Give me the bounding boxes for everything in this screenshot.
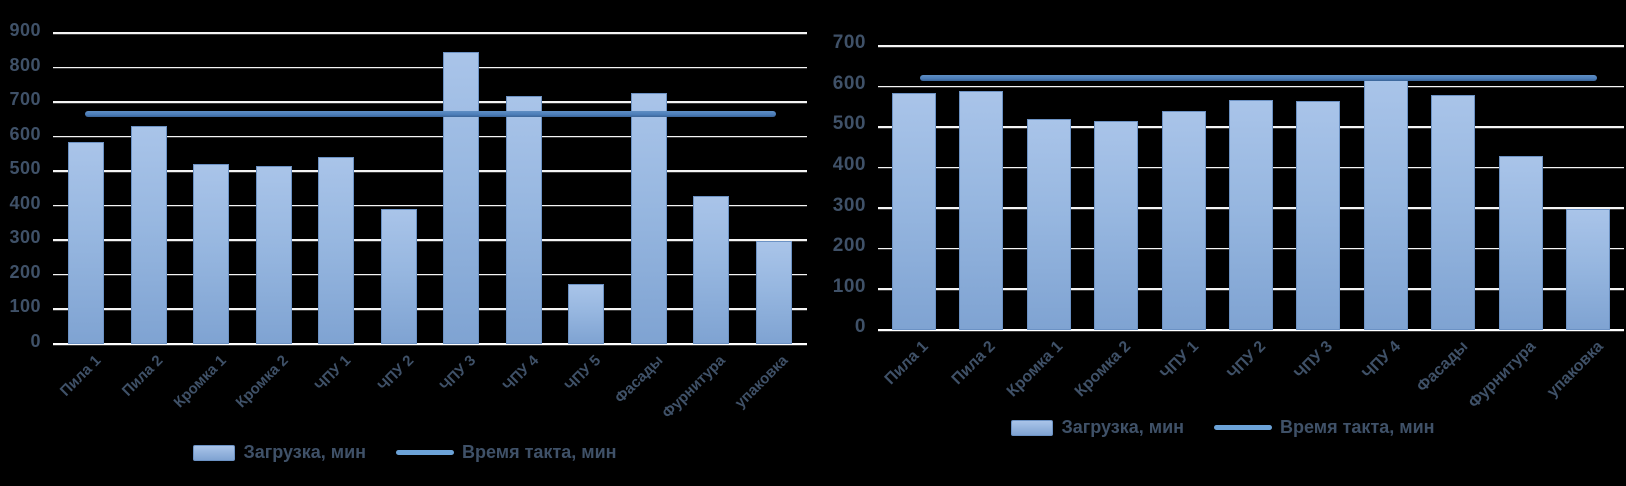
x-tick-label-Пила 2: Пила 2 bbox=[949, 338, 1000, 389]
gridline bbox=[53, 273, 807, 276]
bar-упаковка bbox=[1566, 209, 1611, 330]
bar-ЧПУ 3 bbox=[443, 52, 480, 344]
bar-Фасады bbox=[1431, 94, 1476, 330]
line-series-swatch-icon bbox=[1214, 425, 1273, 430]
x-tick-label-ЧПУ 3: ЧПУ 3 bbox=[436, 352, 480, 395]
x-tick-label-Фасады: Фасады bbox=[1413, 338, 1472, 396]
x-tick-label-Кромка 2: Кромка 2 bbox=[1071, 338, 1135, 401]
bar-Пила 2 bbox=[959, 90, 1004, 330]
bar-Пила 2 bbox=[130, 126, 167, 344]
y-tick-label-500: 500 bbox=[832, 113, 866, 135]
line-series-swatch-icon bbox=[396, 450, 455, 455]
y-tick-label-600: 600 bbox=[9, 123, 41, 144]
legend-label-takt: Время такта, мин bbox=[462, 442, 617, 462]
y-tick-label-300: 300 bbox=[832, 194, 866, 216]
gridline bbox=[878, 85, 1624, 88]
x-tick-label-Кромка 2: Кромка 2 bbox=[232, 352, 292, 412]
x-tick-label-Пила 1: Пила 1 bbox=[56, 352, 105, 400]
right-plot-area: 0 100 200 300 400 500 600 700 Пила 1 Пила 2 Кромка… bbox=[820, 0, 1626, 486]
y-tick-label-900: 900 bbox=[9, 20, 41, 41]
y-tick-label-400: 400 bbox=[9, 192, 41, 213]
left-plot-area: 0 100 200 300 400 500 600 700 800 900 Пила 1 Пила 2… bbox=[0, 0, 810, 486]
x-tick-label-ЧПУ 1: ЧПУ 1 bbox=[311, 352, 355, 395]
bar-ЧПУ 3 bbox=[1296, 100, 1341, 330]
bar-ЧПУ 4 bbox=[1363, 79, 1408, 330]
y-tick-label-800: 800 bbox=[9, 54, 41, 75]
legend-item-takt: Время такта, мин bbox=[1214, 417, 1435, 438]
x-tick-label-Фасады: Фасады bbox=[612, 352, 667, 407]
bar-series-swatch-icon bbox=[1011, 419, 1054, 436]
bar-Кромка 2 bbox=[1094, 121, 1139, 330]
x-tick-label-Кромка 1: Кромка 1 bbox=[1004, 338, 1067, 401]
x-tick-label-ЧПУ 2: ЧПУ 2 bbox=[1224, 338, 1270, 383]
gridline bbox=[53, 135, 807, 138]
y-tick-label-700: 700 bbox=[9, 89, 41, 110]
takt-time-line bbox=[85, 111, 776, 118]
bar-Фурнитура bbox=[1498, 155, 1543, 330]
legend-label-load: Загрузка, мин bbox=[243, 442, 367, 462]
bar-ЧПУ 1 bbox=[1161, 110, 1206, 330]
x-tick-label-Фурнитура: Фурнитура bbox=[1465, 338, 1539, 412]
x-tick-label-ЧПУ 1: ЧПУ 1 bbox=[1156, 338, 1202, 383]
bar-Пила 1 bbox=[891, 92, 936, 330]
gridline bbox=[53, 204, 807, 207]
y-tick-label-200: 200 bbox=[9, 261, 41, 282]
load-chart-right: 0 100 200 300 400 500 600 700 Пила 1 Пила 2 Кромка… bbox=[820, 0, 1626, 486]
bar-ЧПУ 4 bbox=[505, 95, 542, 344]
x-tick-label-ЧПУ 4: ЧПУ 4 bbox=[499, 352, 542, 395]
x-axis-line bbox=[878, 329, 1624, 332]
y-tick-label-300: 300 bbox=[9, 227, 41, 248]
y-tick-label-400: 400 bbox=[832, 154, 866, 176]
y-tick-label-100: 100 bbox=[9, 296, 41, 317]
legend-item-load: Загрузка, мин bbox=[1011, 417, 1184, 438]
gridline bbox=[878, 45, 1624, 47]
bar-ЧПУ 5 bbox=[568, 283, 605, 344]
bar-ЧПУ 2 bbox=[1229, 99, 1273, 330]
y-tick-label-0: 0 bbox=[30, 331, 41, 352]
y-tick-label-600: 600 bbox=[832, 72, 866, 94]
gridline bbox=[53, 170, 807, 172]
takt-time-line bbox=[920, 75, 1597, 82]
y-tick-label-200: 200 bbox=[832, 235, 866, 257]
bar-series-swatch-icon bbox=[193, 444, 236, 461]
bar-Кромка 1 bbox=[193, 164, 230, 344]
legend-item-load: Загрузка, мин bbox=[193, 442, 366, 463]
gridline bbox=[53, 32, 807, 34]
legend-item-takt: Время такта, мин bbox=[396, 442, 617, 463]
gridline bbox=[53, 101, 807, 103]
x-tick-label-Кромка 1: Кромка 1 bbox=[170, 352, 230, 412]
x-tick-label-ЧПУ 3: ЧПУ 3 bbox=[1291, 338, 1337, 383]
bar-Фурнитура bbox=[693, 196, 730, 344]
bar-Кромка 2 bbox=[255, 166, 292, 344]
gridline bbox=[53, 239, 807, 241]
y-tick-label-700: 700 bbox=[832, 32, 866, 54]
x-tick-label-ЧПУ 5: ЧПУ 5 bbox=[561, 352, 605, 395]
x-tick-label-упаковка: упаковка bbox=[732, 352, 792, 412]
load-chart-left: 0 100 200 300 400 500 600 700 800 900 Пила 1 Пила 2… bbox=[0, 0, 810, 486]
gridline bbox=[53, 308, 807, 311]
x-tick-label-упаковка: упаковка bbox=[1543, 338, 1607, 401]
bar-Фасады bbox=[630, 93, 667, 344]
x-tick-label-ЧПУ 4: ЧПУ 4 bbox=[1359, 338, 1404, 383]
bar-упаковка bbox=[755, 241, 792, 344]
x-tick-label-Пила 2: Пила 2 bbox=[119, 352, 167, 400]
y-tick-label-0: 0 bbox=[854, 316, 866, 338]
x-tick-label-Фурнитура: Фурнитура bbox=[659, 352, 730, 422]
legend-label-takt: Время такта, мин bbox=[1280, 417, 1435, 437]
x-axis-line bbox=[53, 343, 807, 346]
legend-label-load: Загрузка, мин bbox=[1061, 417, 1185, 437]
left-legend: Загрузка, мин Время такта, мин bbox=[0, 442, 810, 463]
x-tick-label-ЧПУ 2: ЧПУ 2 bbox=[374, 352, 417, 395]
bar-Пила 1 bbox=[68, 141, 105, 344]
y-tick-label-100: 100 bbox=[832, 275, 866, 297]
bar-Кромка 1 bbox=[1026, 119, 1071, 330]
bar-ЧПУ 2 bbox=[380, 209, 417, 344]
bar-ЧПУ 1 bbox=[318, 157, 355, 344]
right-legend: Загрузка, мин Время такта, мин bbox=[820, 417, 1626, 438]
gridline bbox=[53, 66, 807, 69]
x-tick-label-Пила 1: Пила 1 bbox=[881, 338, 932, 389]
y-tick-label-500: 500 bbox=[9, 158, 41, 179]
